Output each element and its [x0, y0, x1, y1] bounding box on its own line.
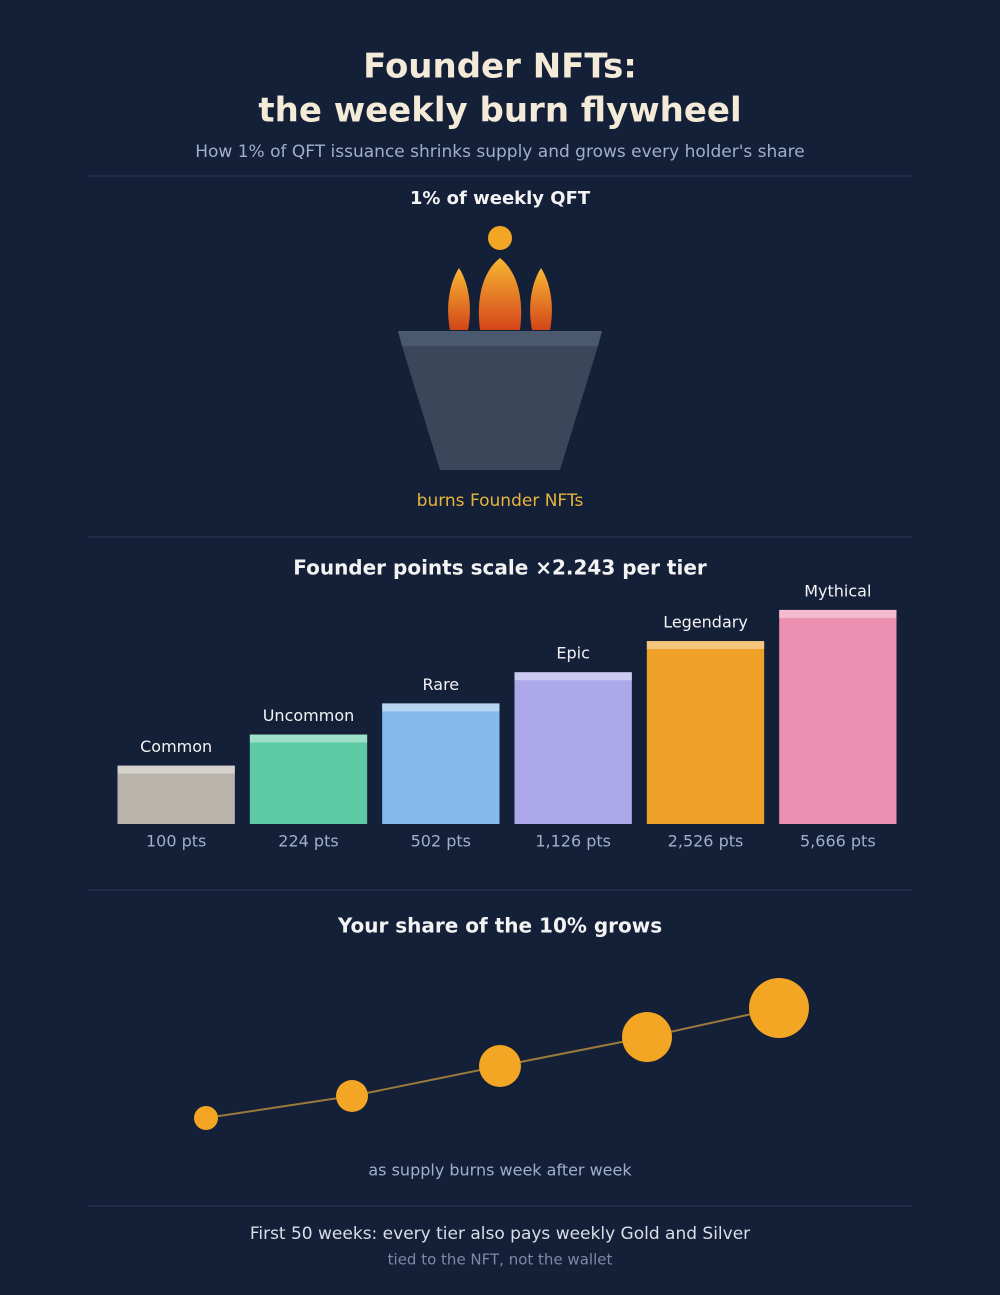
title-line: Founder NFTs:	[363, 47, 637, 87]
share-title: Your share of the 10% grows	[337, 914, 662, 938]
share-caption: as supply burns week after week	[368, 1161, 632, 1180]
tier-label: Mythical	[804, 581, 871, 600]
bar-highlight	[382, 703, 500, 712]
flame	[478, 258, 522, 330]
share-dot	[336, 1080, 368, 1112]
bar	[117, 765, 235, 824]
bar-highlight	[646, 641, 765, 650]
bar	[382, 703, 500, 824]
value-label: 1,126 pts	[535, 832, 611, 851]
tier-label: Uncommon	[263, 706, 355, 725]
subtitle: How 1% of QFT issuance shrinks supply an…	[195, 142, 805, 162]
value-label: 502 pts	[411, 832, 471, 851]
footer-note: tied to the NFT, not the wallet	[388, 1251, 613, 1269]
footer-line: First 50 weeks: every tier also pays wee…	[250, 1224, 750, 1244]
coin	[488, 226, 512, 250]
value-label: 224 pts	[278, 832, 338, 851]
share-dot	[749, 978, 809, 1038]
bar-highlight	[779, 609, 897, 618]
value-label: 2,526 pts	[668, 832, 744, 851]
flame	[530, 268, 552, 330]
bar	[249, 734, 368, 824]
flame	[448, 268, 470, 330]
bowl-rim	[398, 331, 602, 346]
title-line: the weekly burn flywheel	[258, 91, 741, 131]
burn-caption: burns Founder NFTs	[417, 491, 584, 511]
bar	[514, 672, 632, 824]
bowl	[402, 346, 598, 470]
tier-label: Rare	[423, 675, 460, 694]
tier-label: Epic	[556, 644, 590, 663]
tier-label: Legendary	[663, 613, 748, 632]
burn-label: 1% of weekly QFT	[410, 188, 591, 209]
bar	[646, 641, 765, 824]
share-dot	[194, 1106, 218, 1130]
value-label: 5,666 pts	[800, 832, 876, 851]
share-dot	[622, 1012, 672, 1062]
bar-highlight	[117, 765, 235, 774]
value-label: 100 pts	[146, 832, 206, 851]
bar-chart: Common 100 pts Uncommon 224 pts Rare 502 pts E…	[117, 581, 897, 851]
tier-label: Common	[140, 737, 212, 756]
chart-title: Founder points scale ×2.243 per tier	[293, 556, 707, 580]
share-dot	[479, 1045, 521, 1087]
bar	[779, 609, 897, 824]
bar-highlight	[514, 672, 632, 681]
bar-highlight	[249, 734, 368, 743]
